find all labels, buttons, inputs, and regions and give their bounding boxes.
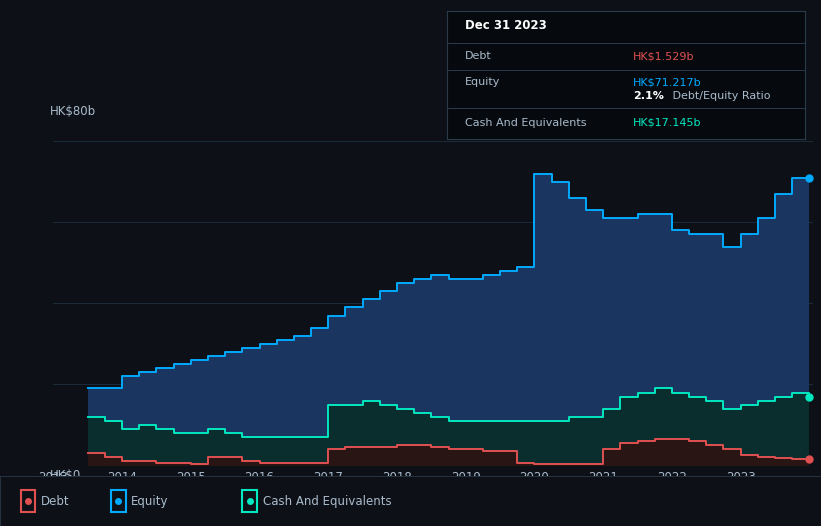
Text: Equity: Equity (131, 494, 169, 508)
Text: Debt: Debt (41, 494, 70, 508)
Text: HK$71.217b: HK$71.217b (633, 77, 702, 87)
Text: 2.1%: 2.1% (633, 90, 664, 100)
Text: Debt/Equity Ratio: Debt/Equity Ratio (669, 90, 770, 100)
Text: Cash And Equivalents: Cash And Equivalents (466, 118, 587, 128)
Text: HK$80b: HK$80b (49, 105, 96, 117)
Text: HK$17.145b: HK$17.145b (633, 118, 702, 128)
Text: Equity: Equity (466, 77, 501, 87)
Text: Debt: Debt (466, 51, 492, 61)
Bar (21, 490, 35, 512)
Text: Cash And Equivalents: Cash And Equivalents (263, 494, 392, 508)
Text: Dec 31 2023: Dec 31 2023 (466, 19, 547, 33)
Text: HK$0: HK$0 (49, 469, 80, 482)
Text: HK$1.529b: HK$1.529b (633, 51, 695, 61)
Bar (111, 490, 126, 512)
Bar (242, 490, 257, 512)
